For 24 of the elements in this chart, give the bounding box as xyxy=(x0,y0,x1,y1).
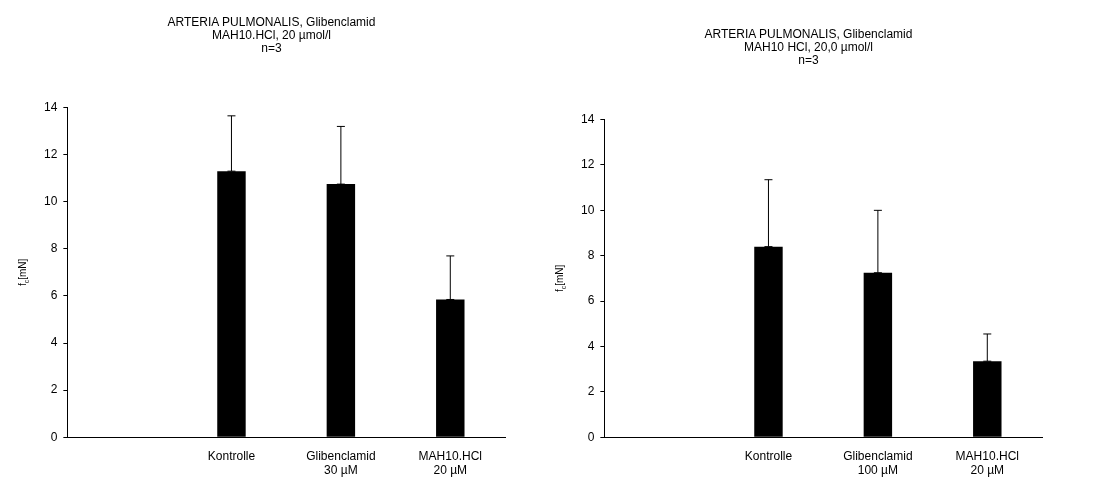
y-tick-label: 6 xyxy=(587,293,595,308)
x-tick-label: Kontrolle xyxy=(744,448,793,463)
y-tick-label: 14 xyxy=(580,111,595,126)
chart-title: ARTERIA PULMONALIS, Glibenclamid MAH10 HCl, 20,0 µmol/l n=3 xyxy=(704,26,913,68)
chart-title: ARTERIA PULMONALIS, Glibenclamid MAH10.HCl, 20 µmol/l n=3 xyxy=(167,14,376,56)
y-tick-label: 2 xyxy=(587,384,595,399)
y-tick-label: 10 xyxy=(580,202,595,217)
x-tick-label: Kontrolle xyxy=(207,448,256,463)
y-tick-label: 4 xyxy=(587,338,595,353)
y-tick-label: 12 xyxy=(580,157,595,172)
y-tick-label: 8 xyxy=(50,241,58,256)
y-tick-label: 12 xyxy=(43,147,58,161)
y-tick-label: 2 xyxy=(50,382,58,397)
x-tick-label: Glibenclamid 100 µM xyxy=(843,448,913,478)
y-tick-label: 0 xyxy=(587,429,595,444)
x-tick-label: Glibenclamid 30 µM xyxy=(306,448,376,478)
y-tick-label: 8 xyxy=(587,248,595,263)
x-tick-label: MAH10.HCl 20 µM xyxy=(418,448,482,478)
y-tick-label: 10 xyxy=(43,194,58,209)
x-tick-label: MAH10.HCl 20 µM xyxy=(955,448,1019,478)
y-tick-label: 4 xyxy=(50,335,58,350)
y-tick-label: 0 xyxy=(50,429,58,444)
y-tick-label: 6 xyxy=(50,288,58,303)
y-tick-label: 14 xyxy=(43,99,58,114)
